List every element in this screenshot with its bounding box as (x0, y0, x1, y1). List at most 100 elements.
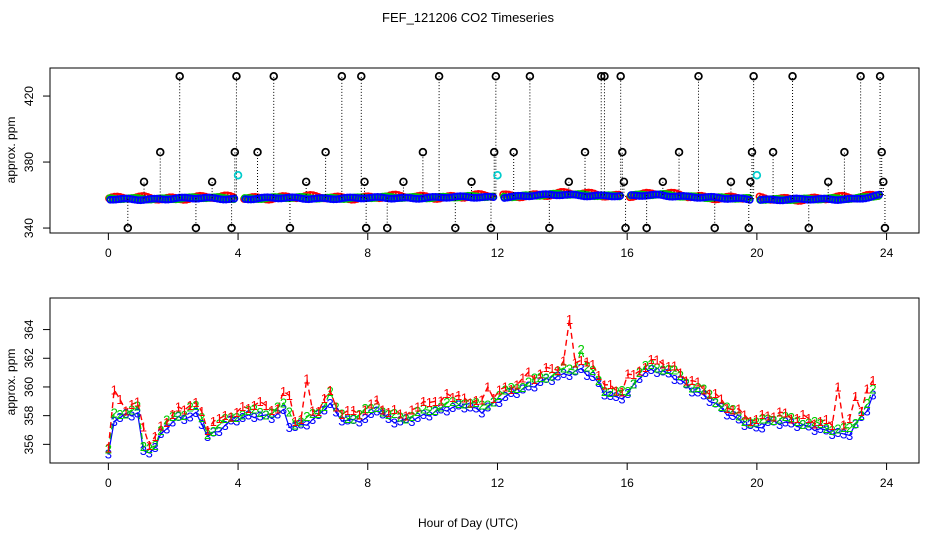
series-1-marker: 1 (280, 384, 287, 399)
series-3-marker: 3 (729, 408, 736, 423)
series-1-marker: 1 (432, 394, 439, 409)
flagged-point (321, 147, 330, 157)
series-2-marker: 2 (350, 412, 357, 427)
series-3-marker: 3 (146, 445, 153, 460)
series-2-marker: 2 (589, 363, 596, 378)
series-1-marker: 1 (677, 366, 684, 381)
series-1-marker: 1 (700, 383, 707, 398)
series-3-marker: 3 (140, 443, 147, 458)
series-2-marker: 2 (163, 412, 170, 427)
series-2-marker: 2 (846, 420, 853, 435)
series-1-marker: 1 (811, 417, 818, 432)
series-3-marker: 3 (496, 395, 503, 410)
series-3-marker: 3 (525, 378, 532, 393)
series-1-marker: 1 (169, 407, 176, 422)
series-1-marker: 1 (729, 402, 736, 417)
series-2-marker: 2 (297, 414, 304, 429)
series-3-marker: 3 (385, 411, 392, 426)
series-3-marker: 3 (869, 387, 876, 402)
flagged-point (491, 71, 501, 81)
series-3-marker: 3 (566, 368, 573, 383)
series-1-marker: 1 (519, 371, 526, 386)
series-2-marker: 2 (858, 408, 865, 423)
series-2-marker: 2 (437, 400, 444, 415)
series-2-marker: 2 (221, 411, 228, 426)
series-3-marker: 3 (624, 386, 631, 401)
series-2-marker: 2 (782, 409, 789, 424)
series-2-marker: 2 (192, 398, 199, 413)
flagged-point (744, 223, 754, 233)
series-3-marker: 3 (292, 419, 299, 434)
series-3-marker: 3 (402, 411, 409, 426)
series-3-marker: 3 (274, 406, 281, 421)
series-2-marker: 2 (531, 370, 538, 385)
series-1-marker: 1 (472, 393, 479, 408)
series-2-marker: 2 (554, 363, 561, 378)
series-2-marker: 2 (210, 424, 217, 439)
top-y-axis-label: approx. ppm (4, 117, 18, 184)
series-1-marker: 1 (163, 415, 170, 430)
flagged-point (618, 147, 627, 157)
series-2-marker: 2 (723, 400, 730, 415)
series-1-marker: 1 (548, 361, 555, 376)
series-2-marker: 2 (449, 394, 456, 409)
flagged-point (361, 223, 371, 233)
flagged-point (746, 177, 755, 187)
series-2-marker: 2 (636, 365, 643, 380)
series-1-marker: 1 (636, 364, 643, 379)
series-3-marker: 3 (210, 424, 217, 439)
series-1-marker: 1 (233, 405, 240, 420)
series-2-marker: 2 (116, 407, 123, 422)
series-1-marker: 1 (256, 394, 263, 409)
flagged-point (747, 147, 757, 157)
series-3-marker: 3 (449, 400, 456, 415)
x-tick-label: 4 (235, 246, 242, 260)
series-3-marker: 3 (823, 423, 830, 438)
series-2-marker: 2 (414, 404, 421, 419)
series-3-marker: 3 (834, 425, 841, 440)
x-tick-label: 8 (364, 476, 371, 490)
series-1-marker: 1 (420, 394, 427, 409)
series-1-marker: 1 (105, 440, 112, 455)
series-line-2 (107, 347, 874, 450)
flagged-point (486, 223, 496, 233)
series-3-marker: 3 (788, 415, 795, 430)
series-1-marker: 1 (776, 405, 783, 420)
series-3-marker: 3 (245, 407, 252, 422)
series-1-marker: 1 (694, 374, 701, 389)
series-2-marker: 2 (461, 397, 468, 412)
series-1-marker: 1 (385, 405, 392, 420)
series-3-marker: 3 (683, 377, 690, 392)
flagged-point (564, 177, 574, 187)
flagged-point (489, 147, 499, 157)
series-1-marker: 1 (852, 389, 859, 404)
series-1-marker: 1 (578, 353, 585, 368)
series-1-marker: 1 (817, 414, 824, 429)
series-2-marker: 2 (706, 387, 713, 402)
series-2-marker: 2 (799, 417, 806, 432)
series-1-marker: 1 (823, 412, 830, 427)
series-3-marker: 3 (262, 407, 269, 422)
series-1-marker: 1 (332, 400, 339, 415)
series-3-marker: 3 (379, 407, 386, 422)
flagged-point (382, 223, 392, 233)
series-1-marker: 1 (764, 409, 771, 424)
flagged-point (467, 177, 476, 187)
series-1-marker: 1 (525, 365, 532, 380)
series-3-marker: 3 (175, 409, 182, 424)
series-1-marker: 1 (805, 411, 812, 426)
series-1-marker: 1 (449, 390, 456, 405)
series-2-marker: 2 (624, 384, 631, 399)
series-3-marker: 3 (531, 380, 538, 395)
series-2-marker: 2 (432, 403, 439, 418)
series-3-marker: 3 (770, 413, 777, 428)
flagged-point (360, 177, 369, 187)
series-2-marker: 2 (309, 406, 316, 421)
series-2-marker: 2 (560, 361, 567, 376)
series-2-marker: 2 (175, 409, 182, 424)
series-2-marker: 2 (613, 384, 620, 399)
series-3-marker: 3 (572, 363, 579, 378)
series-3-marker: 3 (805, 419, 812, 434)
x-tick-label: 20 (750, 476, 764, 490)
series-1-marker: 1 (846, 411, 853, 426)
